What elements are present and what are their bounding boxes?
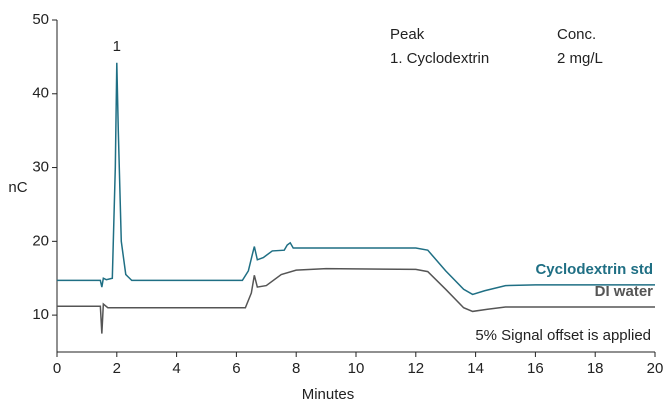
table-header: Peak: [390, 26, 425, 43]
table-cell: 2 mg/L: [557, 50, 603, 67]
y-axis-label: nC: [8, 179, 27, 196]
y-tick-label: 20: [32, 232, 49, 249]
x-tick-label: 2: [113, 360, 121, 377]
table-cell: 1. Cyclodextrin: [390, 50, 489, 67]
x-tick-label: 6: [232, 360, 240, 377]
legend-label: Cyclodextrin std: [535, 261, 653, 278]
series-line: [57, 267, 655, 334]
y-tick-label: 10: [32, 306, 49, 323]
legend-label: DI water: [595, 283, 654, 300]
x-axis-label: Minutes: [302, 386, 355, 403]
y-tick-label: 40: [32, 85, 49, 102]
x-tick-label: 16: [527, 360, 544, 377]
peak-label: 1: [113, 38, 121, 55]
y-tick-label: 30: [32, 159, 49, 176]
x-tick-label: 4: [172, 360, 180, 377]
table-header: Conc.: [557, 26, 596, 43]
x-tick-label: 18: [587, 360, 604, 377]
x-tick-label: 14: [467, 360, 484, 377]
note: 5% Signal offset is applied: [475, 327, 651, 344]
x-tick-label: 10: [348, 360, 365, 377]
x-tick-label: 20: [647, 360, 664, 377]
x-tick-label: 0: [53, 360, 61, 377]
series-line: [57, 62, 655, 296]
x-tick-label: 8: [292, 360, 300, 377]
y-tick-label: 50: [32, 11, 49, 28]
x-tick-label: 12: [407, 360, 424, 377]
